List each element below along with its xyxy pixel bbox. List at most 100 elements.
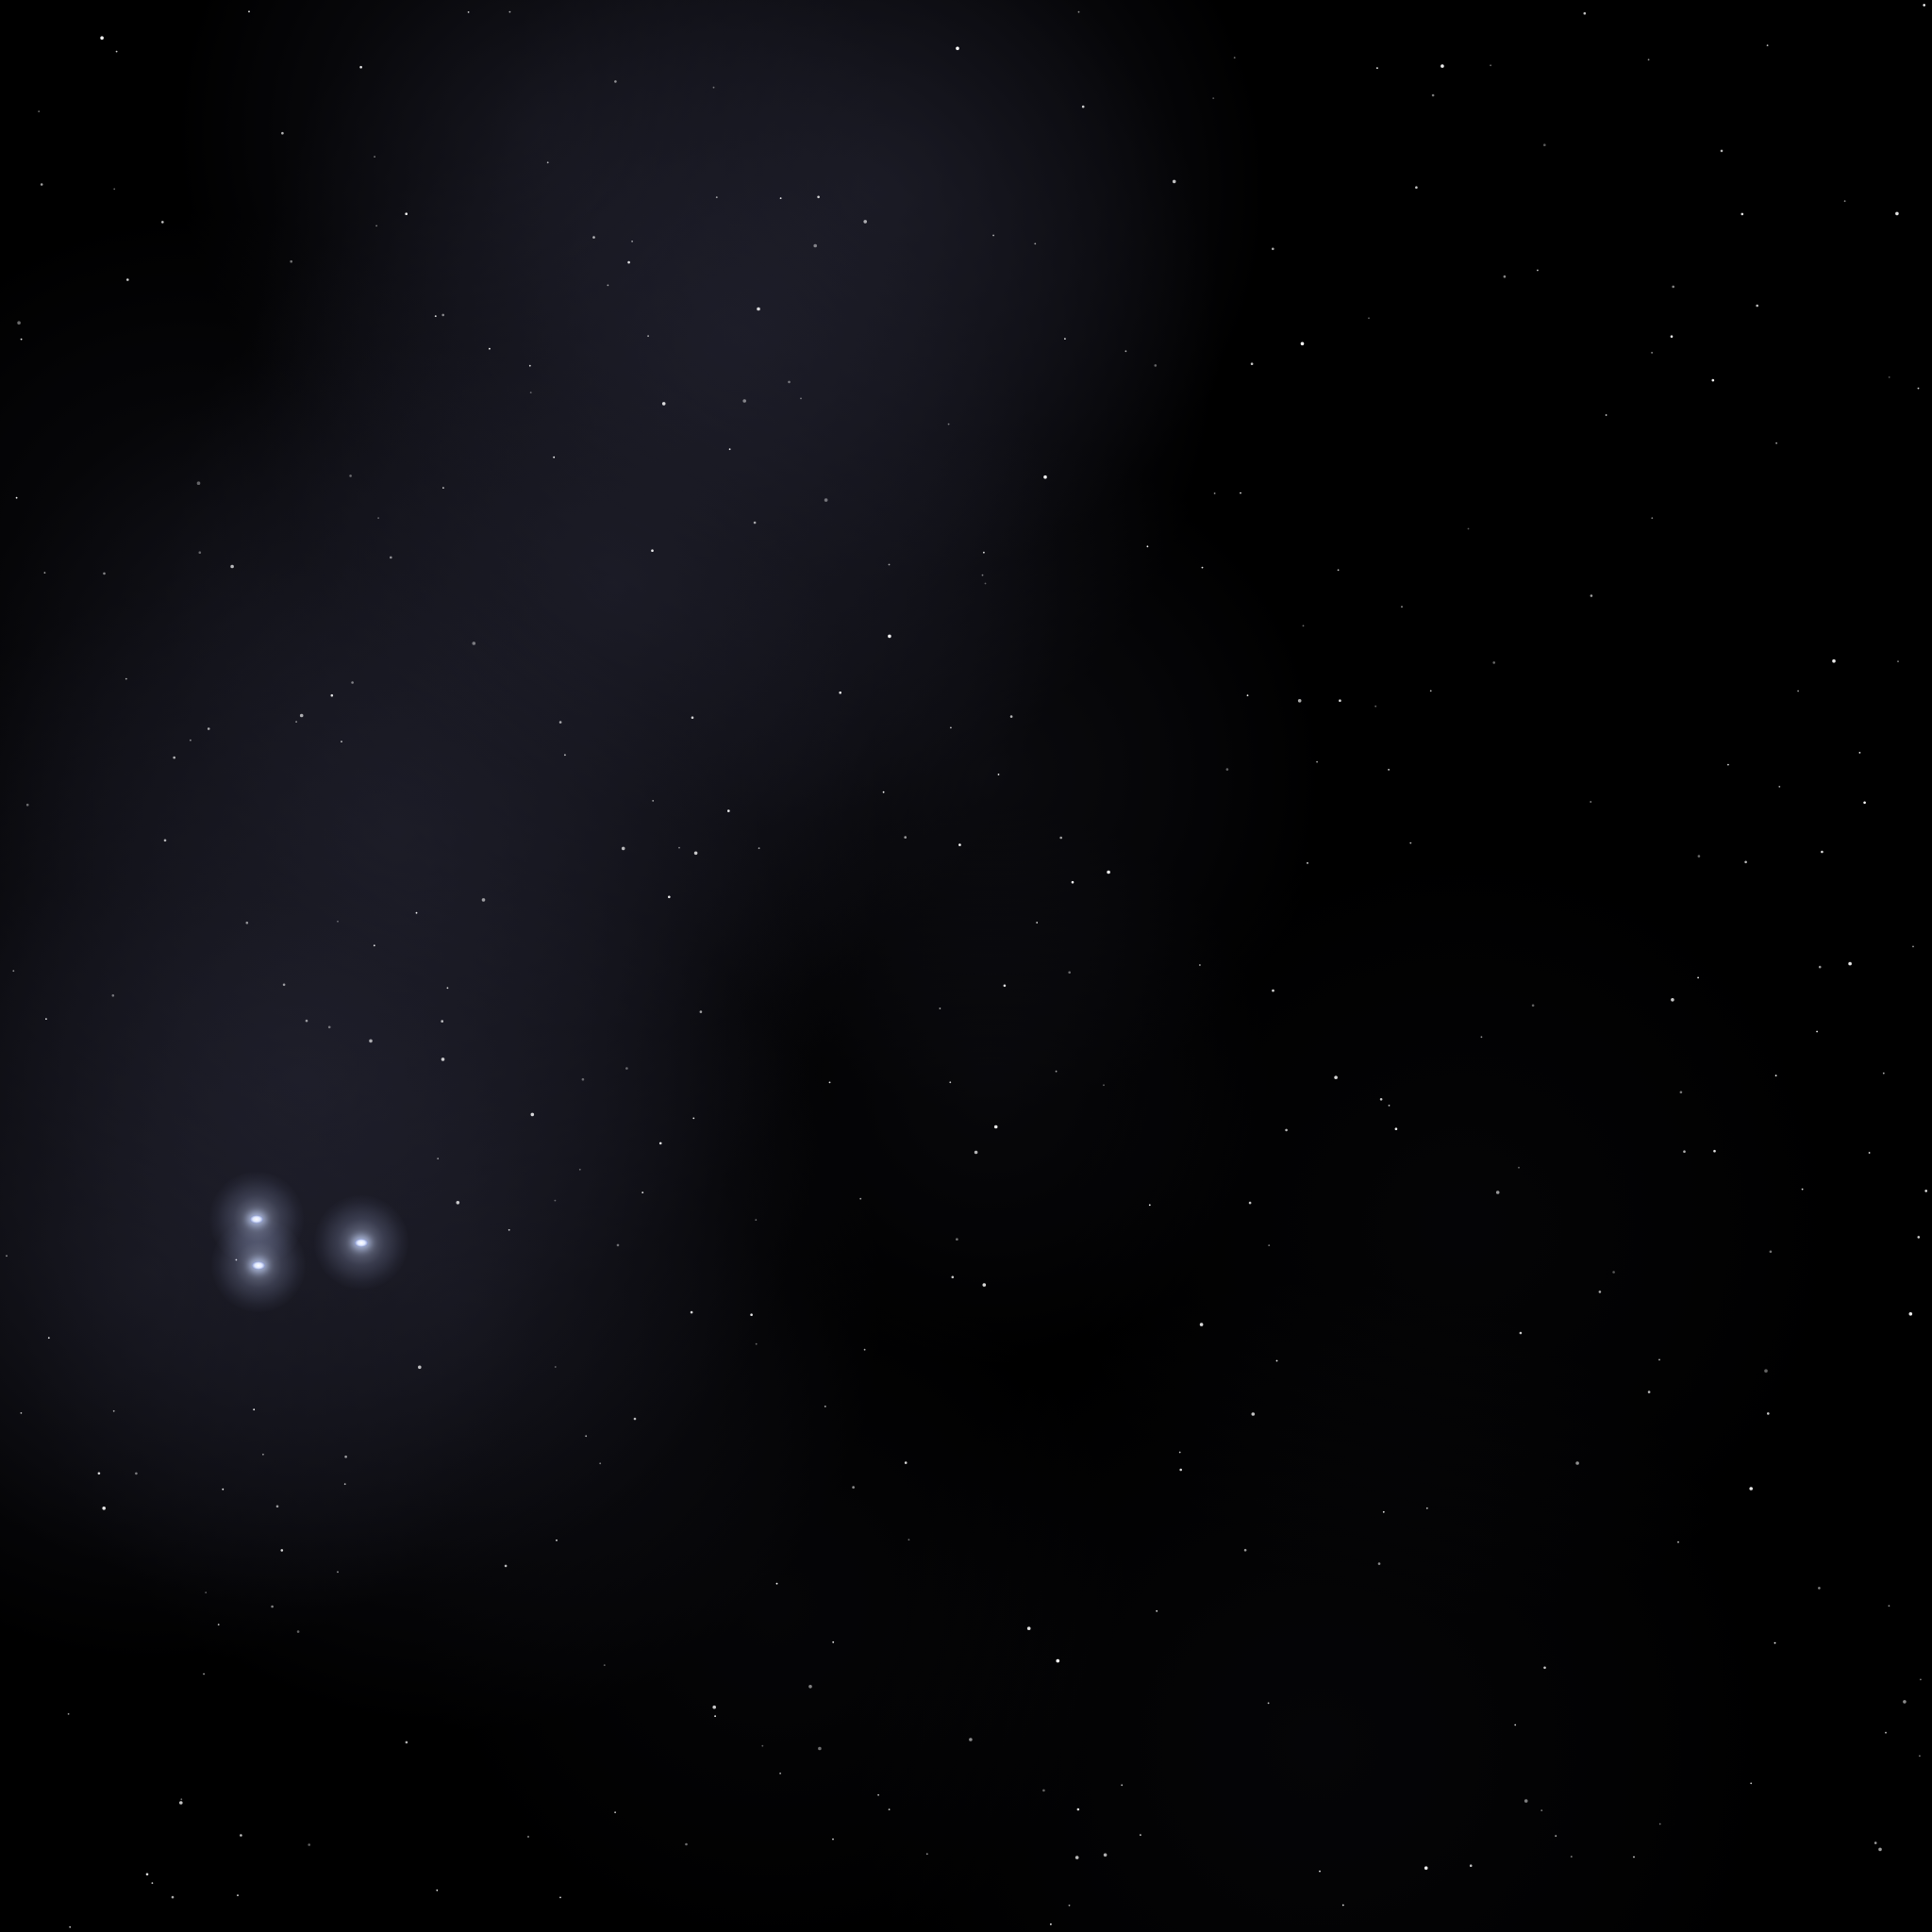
star xyxy=(951,1275,955,1279)
star xyxy=(1882,1072,1885,1074)
star xyxy=(1339,699,1341,702)
star xyxy=(1148,1204,1151,1207)
star xyxy=(908,1539,910,1541)
star xyxy=(222,1488,225,1491)
star xyxy=(1778,786,1781,788)
star xyxy=(1480,1036,1483,1039)
star xyxy=(69,1925,72,1928)
star xyxy=(161,221,164,224)
star xyxy=(559,1896,561,1899)
star xyxy=(1374,705,1377,708)
star xyxy=(1077,10,1080,13)
star xyxy=(1670,335,1674,339)
star xyxy=(714,1715,716,1718)
star xyxy=(1425,1507,1428,1509)
star xyxy=(981,574,984,576)
star xyxy=(1570,1856,1573,1857)
star xyxy=(1068,971,1071,974)
star xyxy=(280,1549,284,1552)
star xyxy=(1337,569,1340,572)
star xyxy=(1720,149,1724,153)
star xyxy=(1903,1700,1907,1704)
star xyxy=(1672,285,1674,289)
star xyxy=(603,1664,606,1666)
star xyxy=(418,1365,422,1370)
star xyxy=(405,212,408,215)
star xyxy=(1749,1487,1753,1491)
star xyxy=(1424,1866,1428,1870)
star xyxy=(1924,1190,1927,1192)
star xyxy=(828,1081,831,1084)
star xyxy=(1590,594,1593,597)
star xyxy=(1415,186,1418,189)
star xyxy=(20,338,23,341)
star xyxy=(1272,247,1274,251)
star xyxy=(1677,1541,1679,1543)
star xyxy=(262,1453,264,1456)
star xyxy=(1064,338,1066,340)
star xyxy=(592,236,595,239)
star xyxy=(405,1740,408,1744)
star xyxy=(38,110,41,112)
star xyxy=(1121,1784,1124,1787)
star xyxy=(1764,1369,1768,1373)
star xyxy=(1912,945,1914,948)
star xyxy=(775,1582,778,1585)
star-core xyxy=(252,1260,265,1270)
star xyxy=(171,1895,175,1899)
star xyxy=(755,1342,758,1345)
star xyxy=(12,970,15,973)
star xyxy=(456,1201,460,1205)
star xyxy=(800,397,802,400)
star xyxy=(969,1738,973,1741)
star xyxy=(1316,760,1318,763)
star xyxy=(755,1219,758,1221)
star xyxy=(817,195,820,199)
star xyxy=(113,188,116,191)
star xyxy=(290,259,293,263)
star xyxy=(508,1228,510,1231)
star xyxy=(742,399,746,403)
star xyxy=(1492,661,1495,664)
star xyxy=(47,1337,50,1340)
star xyxy=(441,1058,445,1061)
star xyxy=(607,284,609,287)
star xyxy=(1268,1244,1271,1246)
star xyxy=(1575,1461,1579,1465)
star xyxy=(1756,304,1758,308)
star xyxy=(441,1020,444,1023)
star xyxy=(135,1472,138,1475)
star xyxy=(1302,625,1305,627)
star xyxy=(614,80,617,83)
star xyxy=(1713,1149,1716,1153)
star xyxy=(888,563,891,566)
star xyxy=(1647,58,1650,61)
star xyxy=(882,791,885,793)
star xyxy=(489,347,491,350)
star xyxy=(947,423,950,425)
star xyxy=(1140,1834,1141,1836)
star xyxy=(253,1408,256,1411)
star xyxy=(1774,1641,1776,1644)
star xyxy=(824,1406,826,1407)
star xyxy=(1441,64,1444,68)
star xyxy=(446,987,449,990)
star xyxy=(554,1366,557,1368)
star xyxy=(1199,1323,1204,1326)
star xyxy=(529,391,532,393)
star xyxy=(271,1605,274,1608)
star xyxy=(578,1168,581,1171)
star xyxy=(1519,1331,1523,1335)
star xyxy=(1272,989,1274,992)
star xyxy=(1267,1702,1270,1705)
star xyxy=(1240,491,1241,494)
star xyxy=(40,183,43,186)
star xyxy=(282,983,286,987)
star xyxy=(1068,1904,1071,1907)
star xyxy=(1543,1666,1546,1670)
star xyxy=(621,846,625,851)
star xyxy=(1923,4,1925,7)
star xyxy=(546,161,549,164)
star xyxy=(1885,1731,1887,1734)
